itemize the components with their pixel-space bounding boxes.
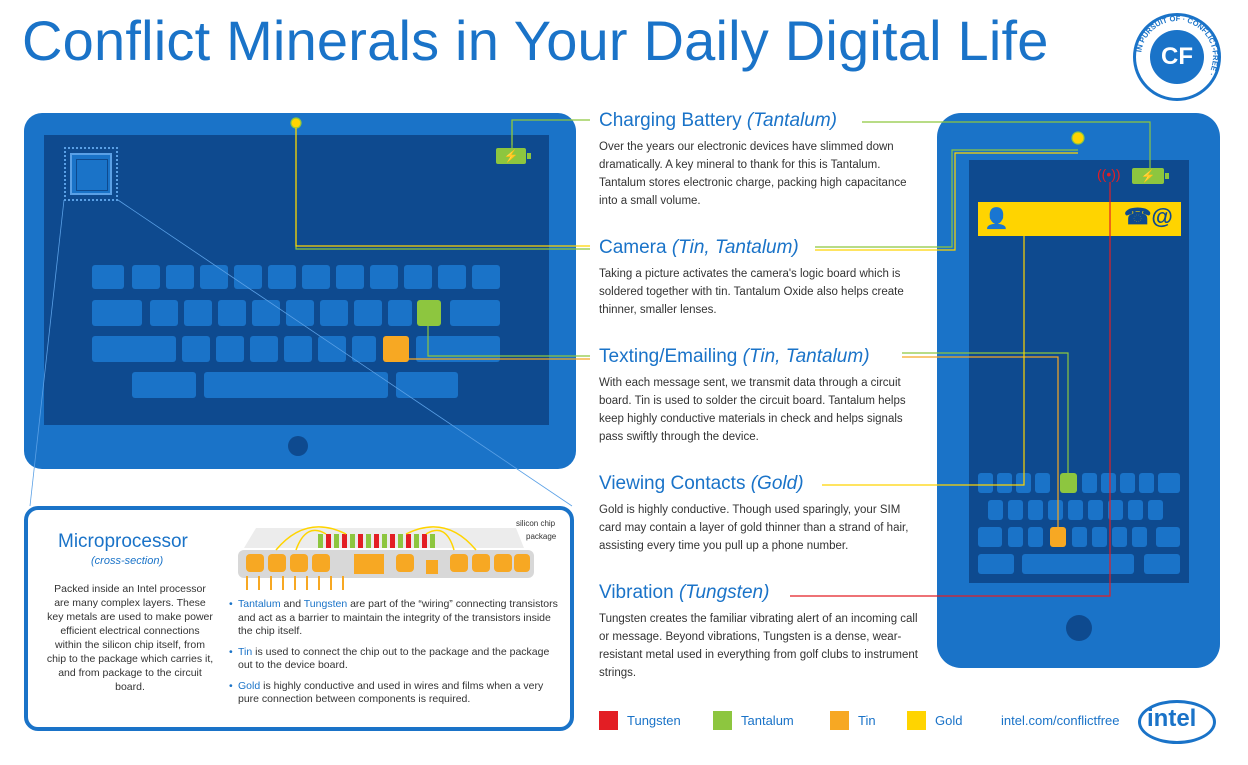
contacts-section-title: Viewing Contacts (Gold) (599, 473, 804, 494)
cf-logo-icon: CF (1150, 30, 1204, 84)
camera-section-title: Camera (Tin, Tantalum) (599, 237, 799, 258)
contact-bar (978, 202, 1181, 236)
tablet-battery-icon: ⚡ (496, 148, 531, 164)
package-label: package (526, 532, 557, 541)
vibration-section-title: Vibration (Tungsten) (599, 582, 770, 603)
phone-home-button (1066, 615, 1092, 641)
legend-swatch-tantalum (713, 711, 732, 730)
tablet-home-button (288, 436, 308, 456)
bullet-tantalum-tungsten: Tantalum and Tungsten are part of the “w… (229, 598, 558, 639)
conflictfree-link[interactable]: intel.com/conflictfree (1001, 713, 1120, 728)
texting-section-title: Texting/Emailing (Tin, Tantalum) (599, 346, 870, 367)
chip-cross-section-diagram (238, 526, 534, 590)
person-icon: 👤 (984, 208, 1009, 230)
microprocessor-title: Microprocessor (58, 531, 188, 552)
silicon-chip-label: silicon chip (516, 519, 556, 528)
microprocessor-subtitle: (cross-section) (91, 555, 164, 567)
legend-swatch-gold (907, 711, 926, 730)
battery-section-body: Over the years our electronic devices ha… (599, 141, 907, 207)
bullet-tin: Tin is used to connect the chip out to t… (229, 646, 558, 673)
texting-section-body: With each message sent, we transmit data… (599, 377, 906, 443)
tantalum-key (417, 300, 441, 326)
intel-logo (1138, 700, 1216, 744)
conflict-free-seal (1133, 13, 1221, 101)
seal-ring-text: IN PURSUIT OF · CONFLICT-FREE · (1134, 14, 1220, 78)
intel-logo-text: intel (1147, 705, 1197, 732)
contacts-section-body: Gold is highly conductive. Though used s… (599, 504, 909, 552)
microprocessor-description: Packed inside an Intel processor are man… (46, 583, 214, 693)
camera-section-body: Taking a picture activates the camera's … (599, 268, 904, 316)
legend-swatch-tungsten (599, 711, 618, 730)
battery-section-title: Charging Battery (Tantalum) (599, 110, 837, 131)
page-title: Conflict Minerals in Your Daily Digital … (22, 9, 1049, 72)
legend-label-tantalum: Tantalum (741, 713, 794, 728)
vibration-section-body: Tungsten creates the familiar vibrating … (599, 613, 918, 679)
legend-swatch-tin (830, 711, 849, 730)
phone-email-icon: ☎@ (1124, 204, 1173, 229)
phone-battery-icon: ⚡ (1132, 168, 1169, 184)
bullet-gold: Gold is highly conductive and used in wi… (229, 680, 558, 707)
legend-label-tungsten: Tungsten (627, 713, 681, 728)
vibration-icon: ((•)) (1097, 166, 1121, 182)
legend-label-tin: Tin (858, 713, 876, 728)
legend-label-gold: Gold (935, 713, 963, 728)
tin-key (383, 336, 409, 362)
chip-core (76, 159, 108, 191)
microprocessor-bullets: Tantalum and Tungsten are part of the “w… (229, 598, 558, 714)
chip-outline (64, 147, 118, 201)
